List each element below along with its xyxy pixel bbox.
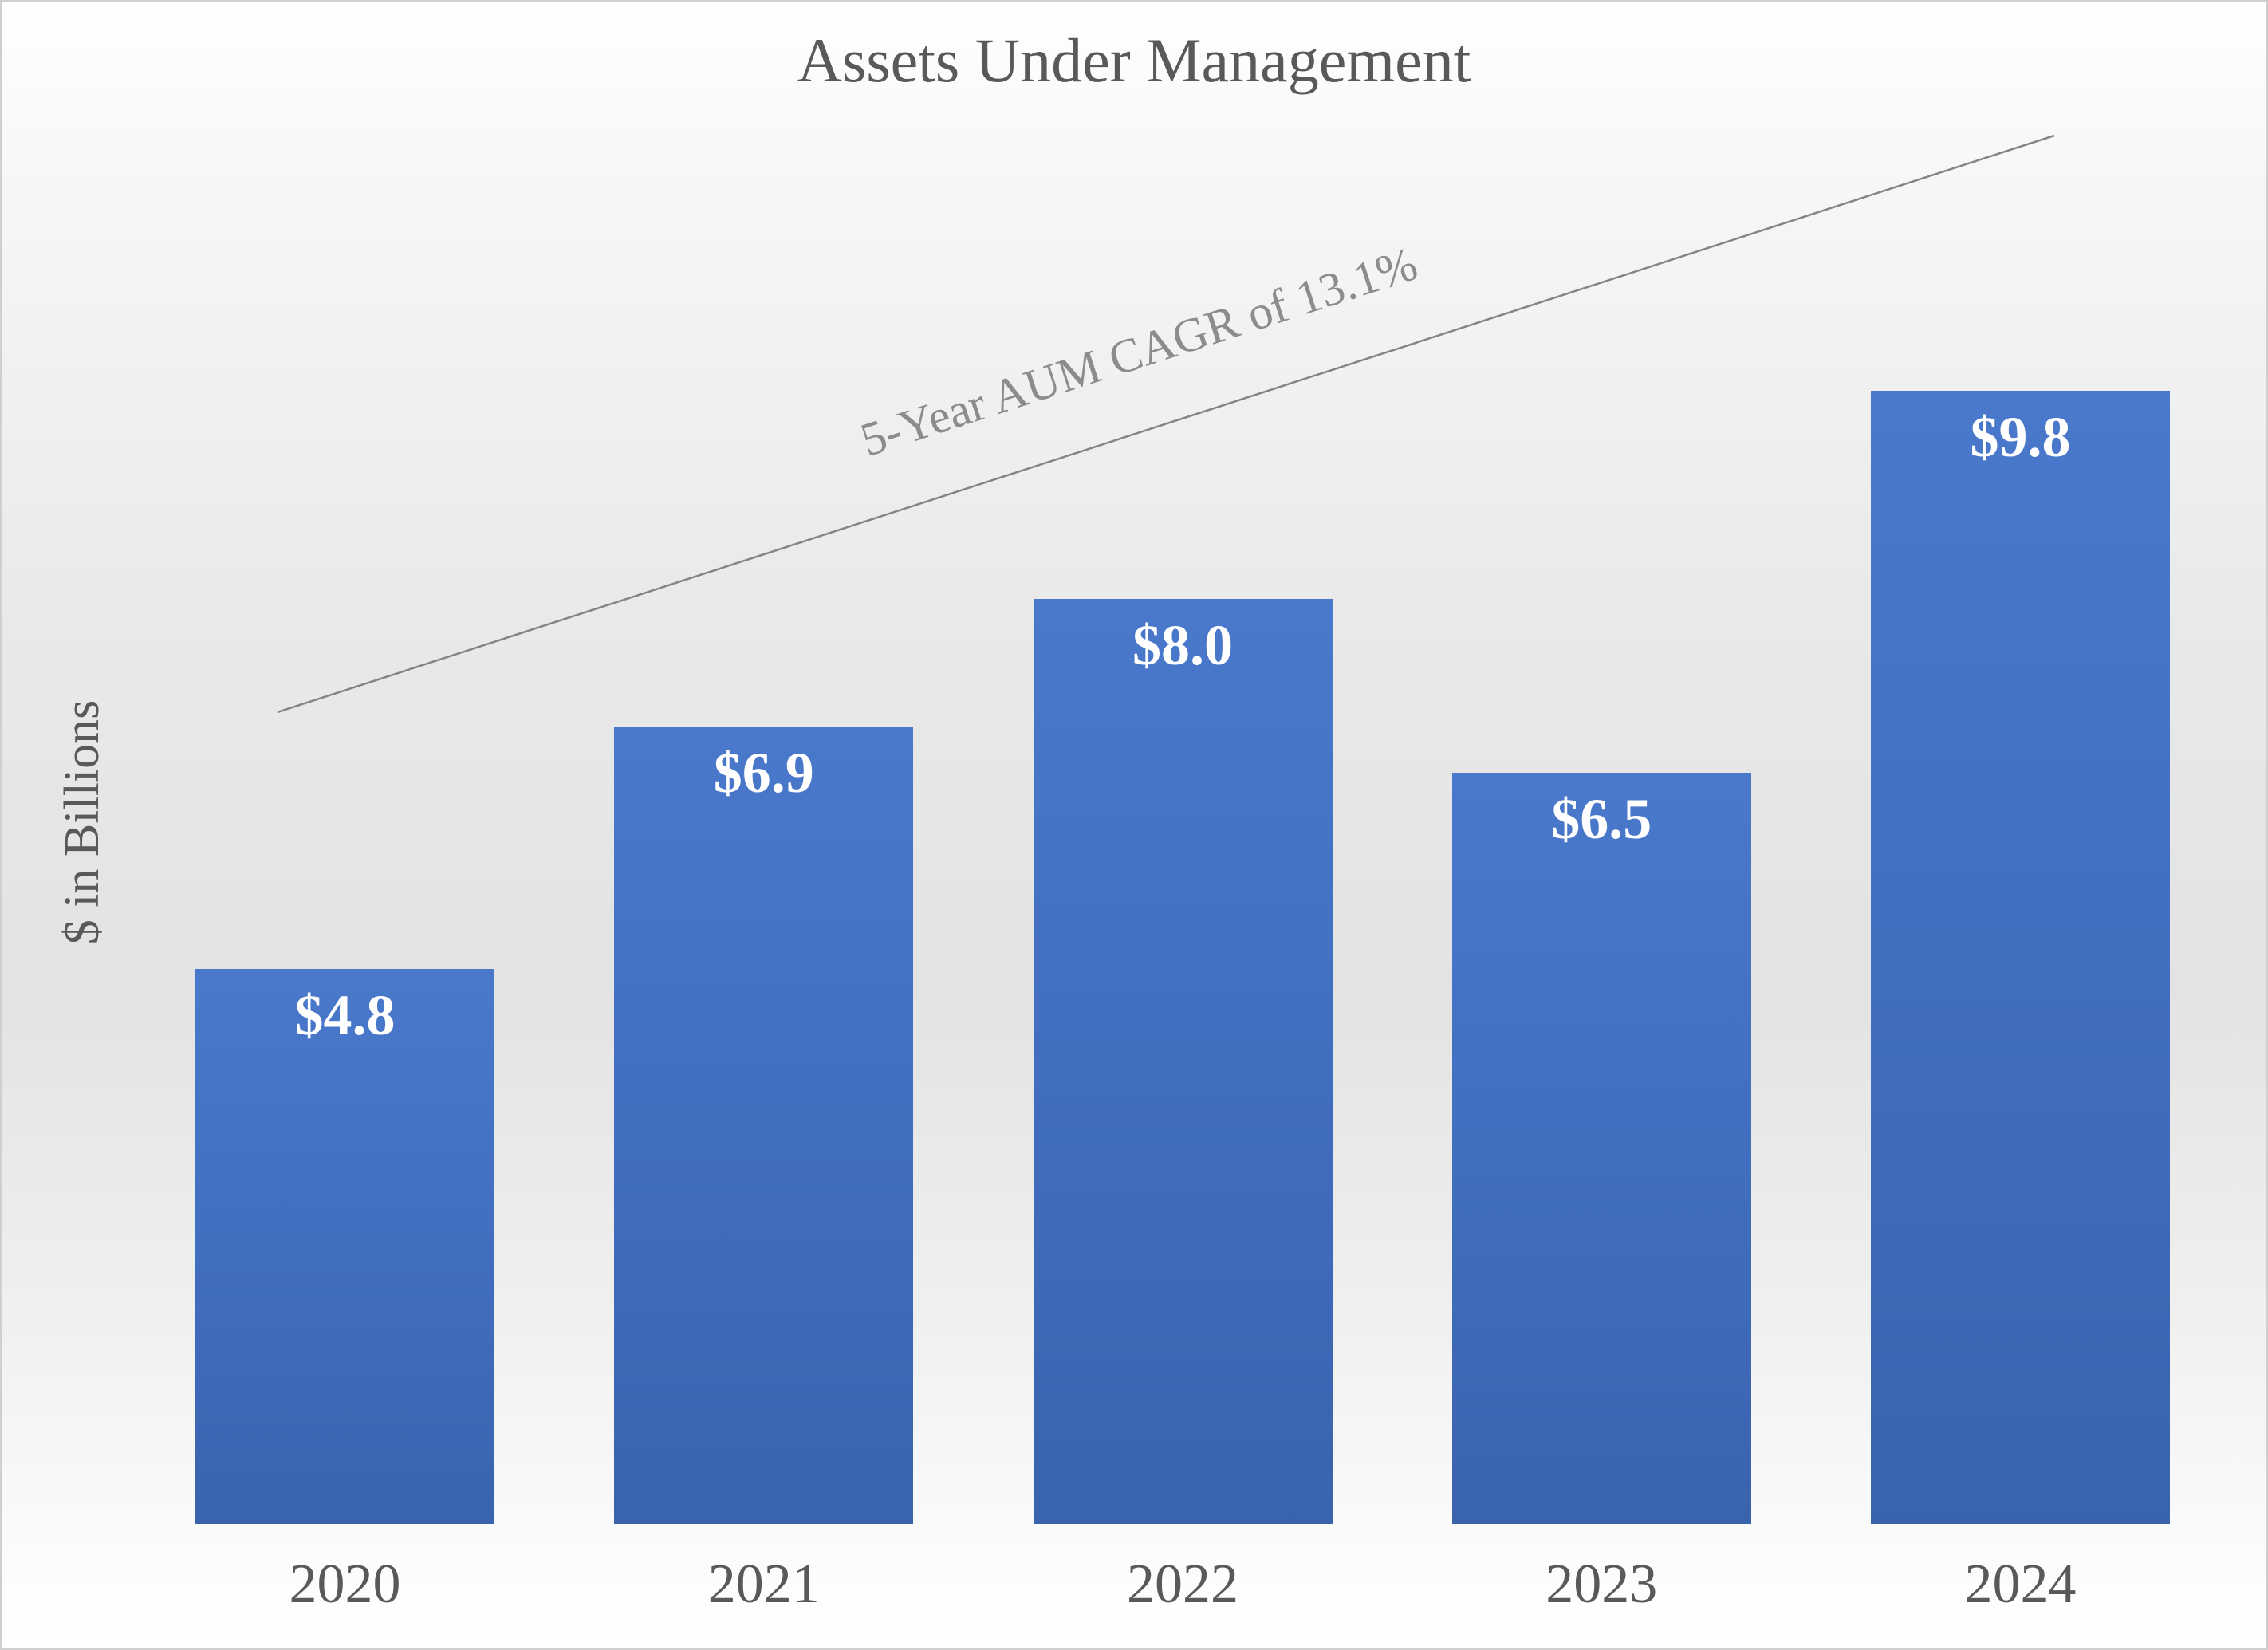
bar-2022: $8.0: [1033, 599, 1333, 1524]
bar-2023: $6.5: [1451, 772, 1751, 1524]
trend-line: [277, 134, 2055, 714]
x-axis-label-2021: 2021: [707, 1554, 820, 1615]
bar-value-label: $6.5: [1551, 786, 1652, 851]
bar-value-label: $6.9: [713, 740, 814, 805]
bar-2021: $6.9: [614, 726, 914, 1524]
bar-2024: $9.8: [1871, 391, 2170, 1524]
bar-2020: $4.8: [195, 969, 494, 1524]
bar-value-label: $4.8: [294, 983, 396, 1047]
bar-value-label: $9.8: [1970, 405, 2071, 469]
bar-value-label: $8.0: [1132, 613, 1233, 677]
x-axis-label-2022: 2022: [1127, 1554, 1238, 1615]
x-axis-label-2024: 2024: [1964, 1554, 2077, 1615]
x-axis-label-2020: 2020: [289, 1554, 401, 1615]
x-axis-label-2023: 2023: [1545, 1554, 1658, 1615]
chart-title: Assets Under Management: [797, 26, 1471, 95]
